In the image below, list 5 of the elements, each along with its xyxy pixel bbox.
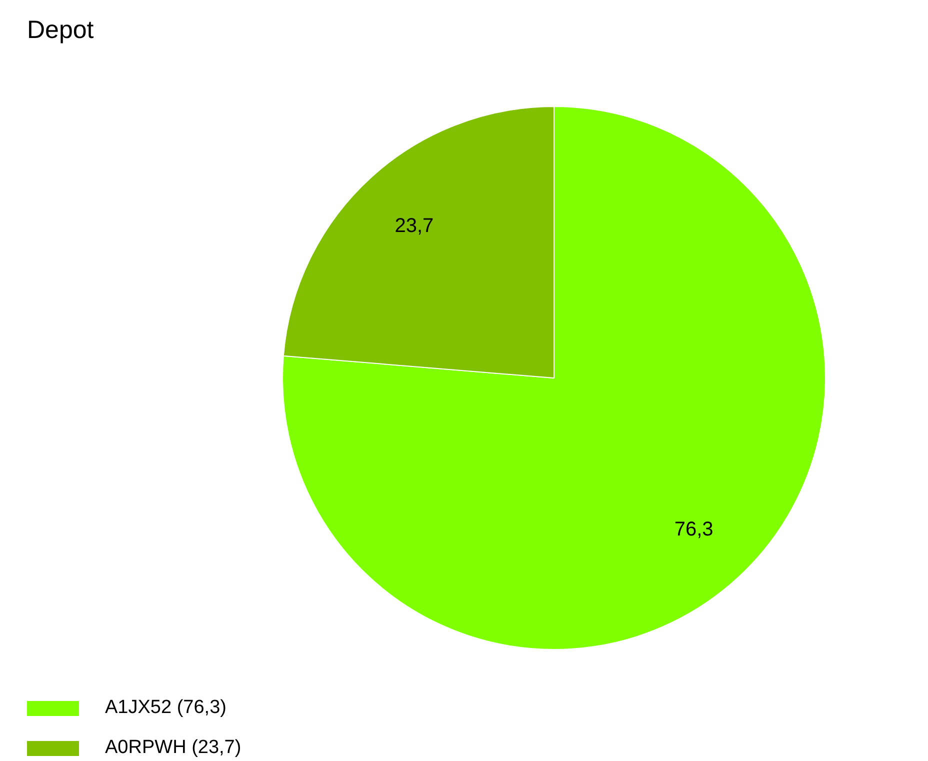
legend-label: A1JX52 (76,3) [105,697,226,719]
chart-title: Depot [27,16,94,45]
legend-label: A0RPWH (23,7) [105,737,242,759]
data-label: 76,3 [674,518,714,540]
data-label: 23,7 [394,214,434,237]
